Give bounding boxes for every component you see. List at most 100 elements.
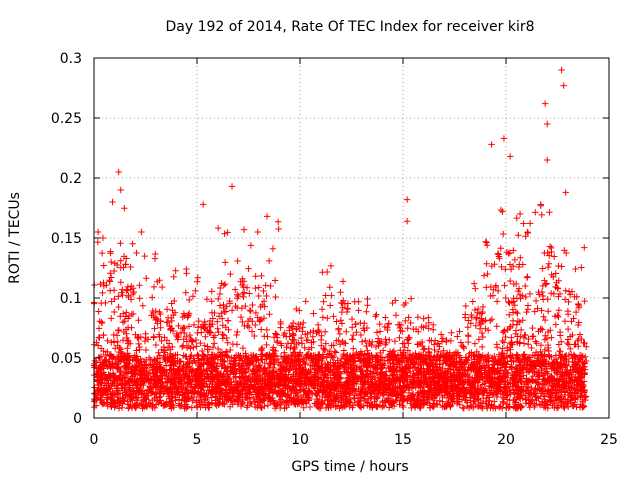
data-point [115, 365, 122, 373]
data-point [503, 404, 510, 411]
data-point [211, 309, 218, 317]
data-point [261, 359, 268, 367]
data-point [412, 369, 420, 377]
data-point [219, 389, 227, 396]
data-point [147, 389, 155, 397]
data-point [526, 220, 534, 227]
data-point [382, 341, 389, 348]
data-point [493, 393, 501, 401]
data-point [439, 359, 447, 367]
data-point [277, 377, 285, 384]
data-point [240, 293, 247, 301]
data-point [189, 360, 196, 367]
data-point [144, 374, 151, 382]
data-point [395, 359, 403, 366]
data-point [192, 385, 199, 392]
data-point [537, 352, 545, 360]
data-points [90, 66, 590, 412]
data-point [536, 401, 543, 408]
data-point [255, 284, 262, 291]
data-point [363, 324, 371, 332]
data-point [297, 386, 304, 393]
data-point [327, 262, 335, 270]
data-point [276, 389, 284, 396]
data-point [482, 238, 489, 245]
data-point [235, 393, 242, 400]
data-point [506, 344, 514, 351]
data-point [320, 298, 327, 305]
data-point [288, 397, 295, 404]
data-point [452, 385, 459, 393]
data-point [177, 358, 185, 365]
data-point [149, 309, 157, 317]
data-point [208, 351, 215, 358]
data-point [389, 299, 396, 307]
data-point [115, 405, 123, 412]
data-point [262, 282, 269, 289]
data-point [500, 327, 508, 335]
data-point [336, 330, 344, 338]
data-point [220, 332, 228, 339]
data-point [325, 401, 332, 408]
data-point [253, 393, 260, 401]
data-point [319, 381, 326, 388]
data-point [306, 368, 314, 376]
data-point [447, 337, 455, 345]
data-point [219, 379, 227, 386]
data-point [456, 328, 463, 335]
data-point [118, 357, 125, 364]
data-point [311, 365, 318, 372]
data-point [238, 380, 246, 387]
data-point [323, 354, 330, 361]
data-point [255, 292, 262, 300]
data-point [389, 399, 397, 407]
data-point [360, 402, 367, 410]
data-point [117, 257, 124, 265]
data-point [293, 305, 300, 313]
data-point [465, 317, 472, 324]
data-point [135, 317, 142, 324]
data-point [105, 385, 113, 393]
data-point [393, 396, 401, 404]
data-point [375, 385, 383, 393]
data-point [247, 359, 255, 366]
data-point [202, 333, 209, 340]
data-point [190, 344, 197, 351]
data-point [435, 348, 442, 355]
data-point [406, 376, 414, 383]
data-point [319, 355, 326, 362]
data-point [473, 367, 480, 375]
data-point [251, 332, 258, 340]
data-point [340, 297, 347, 304]
data-point [462, 302, 469, 310]
data-point [257, 316, 265, 323]
data-point [285, 356, 293, 363]
data-point [119, 291, 126, 299]
data-point [227, 367, 234, 375]
data-point [103, 356, 110, 363]
data-point [281, 329, 288, 337]
data-point [504, 378, 511, 386]
data-point [532, 297, 540, 305]
data-point [197, 363, 204, 370]
data-point [133, 249, 140, 257]
data-point [238, 398, 246, 405]
data-point [281, 376, 289, 383]
data-point [483, 402, 490, 410]
data-point [252, 355, 259, 363]
data-point [537, 342, 545, 349]
data-point [299, 328, 306, 335]
data-point [496, 357, 503, 365]
data-point [451, 361, 458, 369]
data-point [489, 365, 496, 373]
data-point [333, 318, 340, 325]
data-point [97, 280, 104, 288]
data-point [246, 394, 253, 401]
data-point [232, 352, 240, 359]
data-point [302, 377, 310, 385]
data-point [272, 330, 279, 337]
data-point [374, 338, 382, 345]
data-point [167, 325, 175, 332]
data-point [224, 229, 231, 236]
data-point [194, 324, 202, 331]
